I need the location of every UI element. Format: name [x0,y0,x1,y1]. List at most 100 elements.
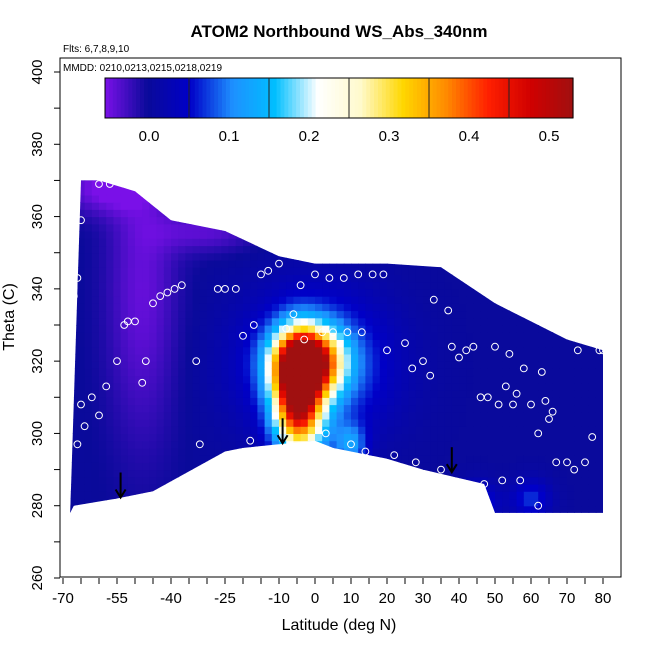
heatmap-cell [581,469,590,478]
heatmap-cell [163,231,172,239]
heatmap-cell [552,411,561,420]
heatmap-cell [300,404,309,413]
heatmap-cell [444,353,453,362]
heatmap-cell [545,245,554,254]
heatmap-cell [142,426,150,434]
heatmap-cell [322,267,330,275]
heatmap-cell [365,397,374,406]
heatmap-cell [149,353,158,362]
heatmap-cell [307,426,316,434]
heatmap-cell [91,267,100,275]
heatmap-cell [531,440,539,449]
heatmap-cell [415,433,424,442]
heatmap-cell [106,455,114,463]
x-tick-label: -25 [214,590,236,607]
heatmap-cell [379,455,388,463]
heatmap-cell [430,296,438,304]
heatmap-cell [135,180,143,189]
heatmap-cell [387,296,395,304]
heatmap-cell [307,317,316,326]
heatmap-cell [171,317,179,326]
heatmap-cell [322,455,330,463]
heatmap-cell [372,346,381,355]
heatmap-cell [77,404,86,413]
heatmap-cell [437,469,446,478]
heatmap-cell [379,288,388,297]
heatmap-cell [559,476,568,485]
heatmap-cell [401,325,410,333]
heatmap-cell [171,209,179,218]
heatmap-cell [70,404,71,413]
heatmap-cell [228,281,237,290]
heatmap-cell [235,397,244,406]
heatmap-cell [70,455,71,463]
colorbar-swatch [541,78,547,118]
heatmap-cell [84,303,93,312]
heatmap-cell [207,180,215,181]
heatmap-cell [351,462,359,471]
heatmap-cell [545,325,554,333]
heatmap-cell [221,339,230,348]
heatmap-cell [329,281,338,290]
heatmap-cell [142,419,150,427]
heatmap-cell [99,209,107,218]
heatmap-cell [257,382,266,391]
heatmap-cell [415,368,424,377]
heatmap-cell [235,209,244,218]
heatmap-cell [581,288,590,297]
heatmap-cell [142,476,150,485]
heatmap-cell [401,180,410,189]
heatmap-cell [531,209,539,218]
heatmap-cell [135,187,143,196]
heatmap-cell [315,397,323,406]
heatmap-cell [113,231,122,239]
heatmap-cell [142,375,150,384]
heatmap-cell [545,202,554,210]
heatmap-cell [279,180,287,181]
heatmap-cell [106,484,114,492]
heatmap-cell [293,397,302,406]
heatmap-cell [567,513,575,521]
heatmap-cell [77,469,86,478]
heatmap-cell [487,238,496,247]
heatmap-cell [257,187,266,196]
heatmap-cell [516,288,525,297]
heatmap-cell [286,267,294,275]
heatmap-cell [91,339,100,348]
heatmap-cell [322,484,330,492]
heatmap-cell [113,332,122,340]
heatmap-cell [214,484,222,492]
heatmap-cell [365,368,374,377]
heatmap-cell [214,498,222,507]
heatmap-cell [567,187,575,196]
heatmap-cell [444,245,453,254]
colorbar-swatch [495,78,500,118]
heatmap-cell [430,252,438,261]
heatmap-cell [437,202,446,210]
heatmap-cell [466,325,474,333]
heatmap-cell [243,433,251,442]
heatmap-cell [581,231,590,239]
heatmap-cell [574,187,582,196]
heatmap-cell [459,419,467,427]
heatmap-cell [553,513,561,521]
heatmap-cell [451,491,460,500]
heatmap-cell [473,505,482,513]
heatmap-cell [199,505,208,513]
heatmap-cell [279,296,287,304]
heatmap-cell [387,404,395,413]
heatmap-cell [588,194,597,203]
y-tick-label: 280 [29,493,46,518]
heatmap-cell [106,404,114,413]
heatmap-cell [300,194,309,203]
heatmap-cell [163,296,172,304]
colorbar-swatch [491,78,496,118]
heatmap-cell [250,325,258,333]
heatmap-cell [423,223,431,232]
heatmap-cell [581,513,589,521]
heatmap-cell [315,491,323,500]
heatmap-cell [516,476,525,485]
heatmap-cell [235,346,244,355]
colorbar-swatch [327,78,332,118]
heatmap-cell [581,353,590,362]
